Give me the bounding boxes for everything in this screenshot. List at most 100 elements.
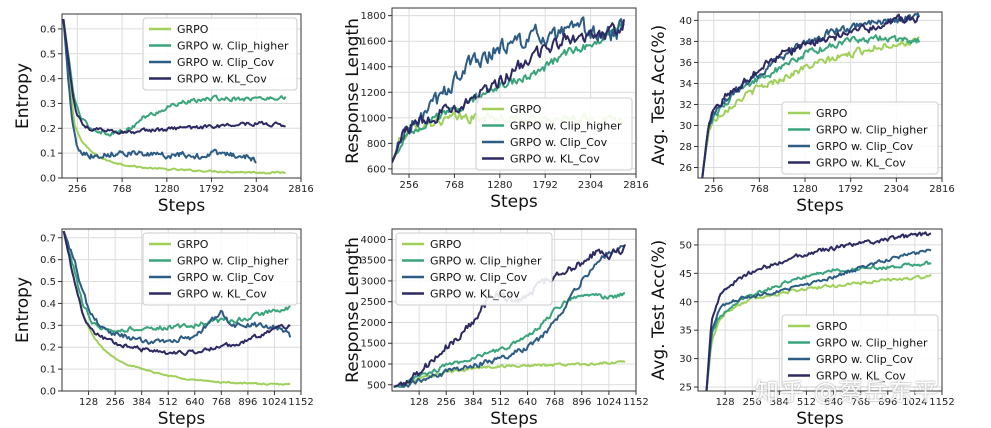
y-axis-label: Response Length xyxy=(343,18,363,164)
series-line-clip_higher xyxy=(62,230,291,333)
legend-label: GRPO w. KL_Cov xyxy=(816,370,906,383)
y-tick-label: 0.2 xyxy=(40,343,56,354)
y-tick-label: 1000 xyxy=(361,360,386,371)
legend-label: GRPO w. KL_Cov xyxy=(177,73,267,86)
x-tick-label: 128 xyxy=(79,397,98,408)
x-tick-label: 640 xyxy=(824,397,843,408)
y-tick-label: 0.0 xyxy=(40,387,56,398)
x-tick-label: 256 xyxy=(743,397,762,408)
y-tick-label: 0.3 xyxy=(40,99,56,110)
y-tick-label: 800 xyxy=(367,139,386,150)
series-line-kl_cov xyxy=(62,18,286,135)
x-tick-label: 896 xyxy=(878,397,897,408)
y-tick-label: 0.1 xyxy=(40,365,56,376)
y-tick-label: 2000 xyxy=(361,318,386,329)
x-tick-label: 640 xyxy=(518,397,537,408)
legend-label: GRPO w. Clip_higher xyxy=(430,255,542,268)
legend: GRPO GRPO w. Clip_higher GRPO w. Clip_Cov G… xyxy=(475,97,633,171)
chart-4: 128 256 384 512 640 768 896 1024 1152 0.0 0.1 0.2 0.… xyxy=(13,228,314,428)
y-tick-label: 0.5 xyxy=(40,49,56,60)
y-tick-label: 25 xyxy=(679,383,692,394)
y-tick-label: 0.6 xyxy=(40,24,56,35)
chart-2: 256 768 1280 1792 2304 2816 600 800 1000 1200 1400… xyxy=(343,7,649,212)
series-line-clip_higher xyxy=(392,22,625,163)
y-tick-label: 0.6 xyxy=(40,255,56,266)
y-tick-label: 0.2 xyxy=(40,124,56,135)
legend-box xyxy=(781,314,939,388)
series-line-grpo xyxy=(62,230,291,386)
series-line-grpo xyxy=(705,273,932,391)
y-tick-label: 36 xyxy=(679,58,692,69)
y-axis-label: Entropy xyxy=(13,63,33,129)
series-group xyxy=(701,12,921,178)
x-tick-label: 2304 xyxy=(578,180,603,191)
y-tick-label: 0.3 xyxy=(40,321,56,332)
legend-label: GRPO w. Clip_higher xyxy=(816,337,928,350)
plot-frame xyxy=(61,13,302,179)
x-tick-label: 1024 xyxy=(262,397,287,408)
y-tick-label: 1400 xyxy=(361,62,386,73)
legend-label: GRPO w. KL_Cov xyxy=(177,288,267,301)
x-tick-label: 512 xyxy=(797,397,816,408)
legend-label: GRPO w. Clip_Cov xyxy=(177,56,275,69)
x-tick-label: 768 xyxy=(113,184,132,195)
legend-label: GRPO xyxy=(430,238,462,251)
plot-frame xyxy=(697,228,943,392)
series-line-clip_higher xyxy=(393,292,626,388)
legend-label: GRPO xyxy=(177,238,209,251)
y-tick-label: 500 xyxy=(367,380,386,391)
x-tick-label: 2816 xyxy=(623,180,648,191)
legend: GRPO GRPO w. Clip_higher GRPO w. Clip_Cov G… xyxy=(142,17,298,91)
y-tick-label: 3500 xyxy=(361,256,386,267)
series-line-kl_cov xyxy=(62,230,291,356)
series-line-clip_cov xyxy=(392,16,625,163)
x-tick-label: 128 xyxy=(716,397,735,408)
legend-label: GRPO w. Clip_Cov xyxy=(816,140,914,153)
y-tick-label: 50 xyxy=(679,240,692,251)
y-tick-label: 30 xyxy=(679,354,692,365)
y-tick-label: 40 xyxy=(679,297,692,308)
legend: GRPO GRPO w. Clip_higher GRPO w. Clip_Cov G… xyxy=(142,232,298,306)
legend-label: GRPO w. Clip_higher xyxy=(816,124,928,137)
y-axis-label: Avg. Test Acc(%) xyxy=(649,25,669,166)
x-tick-label: 256 xyxy=(437,397,456,408)
x-tick-label: 384 xyxy=(770,397,789,408)
series-line-clip_cov xyxy=(62,230,292,345)
x-tick-label: 1280 xyxy=(792,184,817,195)
y-tick-label: 32 xyxy=(679,100,692,111)
y-tick-label: 26 xyxy=(679,163,692,174)
series-line-grpo xyxy=(701,36,920,178)
legend-label: GRPO xyxy=(177,23,209,36)
chart-5: 128 256 384 512 640 768 896 1024 1152 500 1000 1500… xyxy=(343,228,649,428)
y-tick-label: 35 xyxy=(679,326,692,337)
x-tick-label: 256 xyxy=(106,397,125,408)
legend-label: GRPO xyxy=(816,107,848,120)
x-tick-label: 256 xyxy=(399,180,418,191)
y-axis-label: Response Length xyxy=(343,237,363,383)
y-tick-label: 1800 xyxy=(361,11,386,22)
y-tick-label: 2500 xyxy=(361,297,386,308)
y-tick-label: 0.0 xyxy=(40,174,56,185)
x-axis-label: Steps xyxy=(158,196,206,216)
legend-box xyxy=(475,97,633,171)
legend: GRPO GRPO w. Clip_higher GRPO w. Clip_Cov G… xyxy=(395,232,553,306)
y-tick-label: 4000 xyxy=(361,235,386,246)
series-group xyxy=(62,230,292,386)
legend-label: GRPO w. Clip_Cov xyxy=(510,136,608,149)
y-tick-label: 28 xyxy=(679,142,692,153)
legend-label: GRPO w. KL_Cov xyxy=(510,153,600,166)
y-tick-label: 45 xyxy=(679,269,692,280)
x-tick-label: 640 xyxy=(185,397,204,408)
series-line-clip_cov xyxy=(393,244,626,388)
legend-box xyxy=(142,232,298,306)
legend: GRPO GRPO w. Clip_higher GRPO w. Clip_Cov G… xyxy=(781,314,939,388)
x-tick-label: 2816 xyxy=(288,184,313,195)
x-tick-label: 896 xyxy=(238,397,257,408)
series-group xyxy=(705,231,932,391)
y-tick-label: 1500 xyxy=(361,339,386,350)
x-tick-label: 896 xyxy=(572,397,591,408)
x-tick-label: 512 xyxy=(159,397,178,408)
legend-box xyxy=(781,101,939,175)
x-axis-label: Steps xyxy=(490,192,538,212)
